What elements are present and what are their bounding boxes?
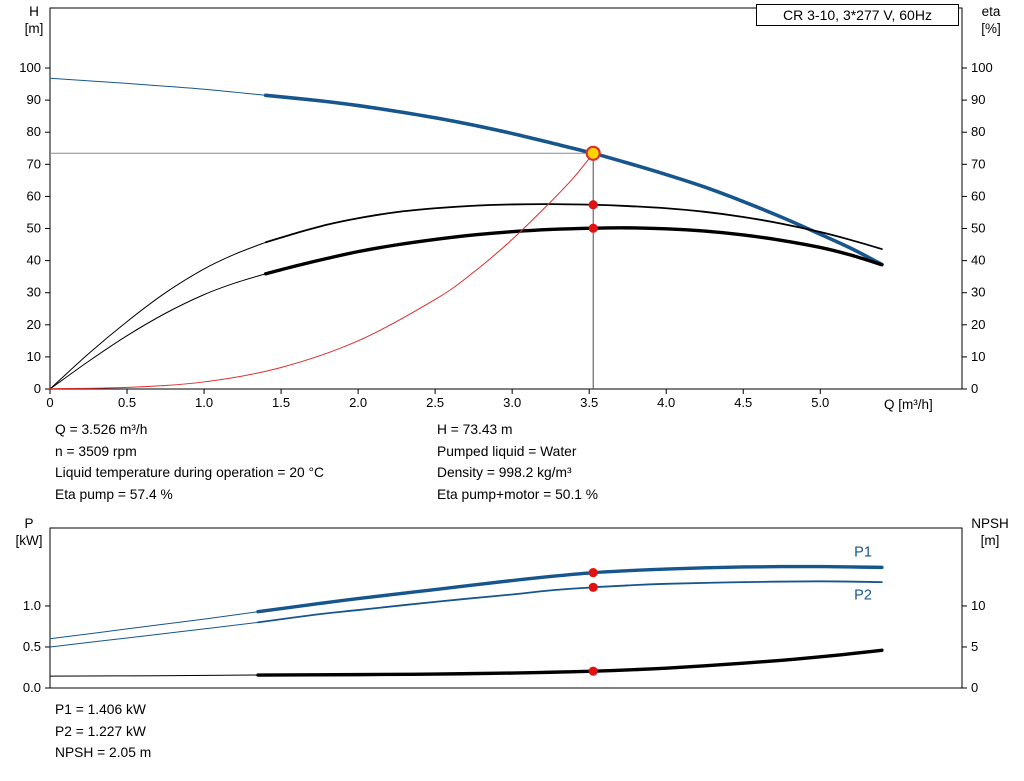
- eta-pump-motor-curve-extrapolated: [49, 273, 267, 390]
- system-resistance-curve: [49, 152, 594, 390]
- h-axis-label-unit: [m]: [24, 21, 44, 36]
- power-results-column: P1 = 1.406 kW P2 = 1.227 kW NPSH = 2.05 …: [55, 699, 151, 764]
- eta-axis-label-symbol: eta: [981, 4, 1001, 19]
- y-right-tick-label: 40: [971, 253, 985, 268]
- p1-curve-extrapolated: [49, 611, 259, 640]
- y-left-tick-label: 70: [27, 156, 41, 171]
- power-npsh-chart: 0.0 0.5 1.0 0 5 10 P1 P2: [23, 527, 985, 695]
- y-right-tick-label: 80: [971, 124, 985, 139]
- x-tick-label: 2.0: [349, 395, 367, 410]
- head-curve-extrapolated: [49, 77, 267, 96]
- duty-point-marker: [585, 145, 601, 161]
- y-left-tick-label: 0.5: [23, 639, 41, 654]
- y-right-tick-label: 10: [971, 598, 985, 613]
- eta-axis-label-unit: [%]: [981, 21, 1001, 36]
- y-left-tick-label: 0.0: [23, 680, 41, 695]
- y-left-tick-label: 40: [27, 253, 41, 268]
- result-line-temperature: Liquid temperature during operation = 20…: [55, 465, 324, 481]
- y-right-tick-label: 30: [971, 285, 985, 300]
- result-line-density: Density = 998.2 kg/m³: [437, 465, 572, 481]
- x-tick-label: 1.0: [195, 395, 213, 410]
- y-left-tick-label: 50: [27, 221, 41, 236]
- npsh-curve-extrapolated: [49, 674, 259, 677]
- x-tick-label: 4.0: [657, 395, 675, 410]
- x-tick-label: 0: [46, 395, 53, 410]
- x-tick-label: 4.5: [734, 395, 752, 410]
- result-line-speed: n = 3509 rpm: [55, 443, 137, 459]
- y-left-tick-label: 1.0: [23, 598, 41, 613]
- curve-label-p2: P2: [854, 587, 872, 603]
- y-right-tick-label: 5: [971, 639, 978, 654]
- x-tick-label: 2.5: [426, 395, 444, 410]
- curve-label-p1: P1: [854, 545, 872, 561]
- eta-pump-curve: [264, 203, 883, 250]
- p1-curve: [256, 564, 884, 614]
- result-line-p2: P2 = 1.227 kW: [55, 723, 146, 739]
- y-right-tick-label: 70: [971, 156, 985, 171]
- head-curve: [263, 93, 884, 267]
- pump-model-badge: CR 3-10, 3*277 V, 60Hz: [756, 4, 959, 26]
- operating-point-dot: [588, 666, 598, 676]
- result-line-head: H = 73.43 m: [437, 422, 513, 437]
- operating-point-dot: [588, 582, 598, 592]
- eta-axis-label: eta [%]: [966, 3, 1016, 37]
- h-axis-label-symbol: H: [29, 4, 39, 19]
- y-left-tick-label: 60: [27, 188, 41, 203]
- result-line-p1: P1 = 1.406 kW: [55, 702, 146, 717]
- result-line-liquid: Pumped liquid = Water: [437, 443, 577, 459]
- x-tick-label: 5.0: [811, 395, 829, 410]
- y-left-tick-label: 30: [27, 285, 41, 300]
- result-line-eta-pump: Eta pump = 57.4 %: [55, 487, 173, 503]
- p2-curve: [257, 580, 883, 624]
- power-axis-label: P [kW]: [6, 515, 52, 549]
- y-left-tick-label: 0: [34, 381, 41, 396]
- plot-border: [49, 527, 963, 689]
- y-right-tick-label: 0: [971, 680, 978, 695]
- npsh-axis-label-unit: [m]: [980, 533, 1000, 548]
- npsh-curve: [256, 648, 884, 677]
- p2-curve-extrapolated: [49, 621, 259, 648]
- x-tick-label: 3.5: [580, 395, 598, 410]
- y-right-tick-label: 0: [971, 381, 978, 396]
- operating-point-dot: [588, 200, 598, 210]
- x-tick-label: 3.0: [503, 395, 521, 410]
- operating-point-dot: [588, 568, 598, 578]
- x-tick-label: 1.5: [272, 395, 290, 410]
- plot-border: [49, 7, 963, 390]
- operating-point-dot: [588, 223, 598, 233]
- result-line-eta-pump-motor: Eta pump+motor = 50.1 %: [437, 487, 599, 503]
- y-left-tick-label: 10: [27, 349, 41, 364]
- y-right-tick-label: 100: [971, 60, 993, 75]
- y-left-tick-label: 80: [27, 124, 41, 139]
- y-right-tick-label: 20: [971, 317, 985, 332]
- y-right-tick-label: 50: [971, 221, 985, 236]
- y-right-tick-label: 60: [971, 188, 985, 203]
- h-axis-label: H [m]: [14, 3, 54, 37]
- eta-pump-motor-curve: [263, 226, 884, 276]
- power-axis-label-unit: [kW]: [15, 533, 43, 548]
- y-left-tick-label: 90: [27, 92, 41, 107]
- qh-eta-chart: 0 0.5 1.0 1.5 2.0 2.5 3.0 3.5 4.0 4.5 5.0 0 10 20 30 40…: [19, 7, 993, 410]
- duty-results-right-column: H = 73.43 m Pumped liquid = Water Densit…: [437, 419, 598, 506]
- npsh-axis-label-symbol: NPSH: [971, 516, 1009, 531]
- duty-results-left-column: Q = 3.526 m³/h n = 3509 rpm Liquid tempe…: [55, 419, 324, 506]
- y-right-tick-label: 90: [971, 92, 985, 107]
- y-left-tick-label: 20: [27, 317, 41, 332]
- power-axis-label-symbol: P: [24, 516, 34, 531]
- npsh-axis-label: NPSH [m]: [960, 515, 1020, 549]
- result-line-npsh: NPSH = 2.05 m: [55, 745, 152, 761]
- x-tick-label: 0.5: [118, 395, 136, 410]
- y-right-tick-label: 10: [971, 349, 985, 364]
- eta-pump-curve-extrapolated: [49, 241, 267, 390]
- result-line-q: Q = 3.526 m³/h: [55, 422, 148, 437]
- q-axis-label: Q [m³/h]: [884, 397, 933, 412]
- y-left-tick-label: 100: [19, 60, 41, 75]
